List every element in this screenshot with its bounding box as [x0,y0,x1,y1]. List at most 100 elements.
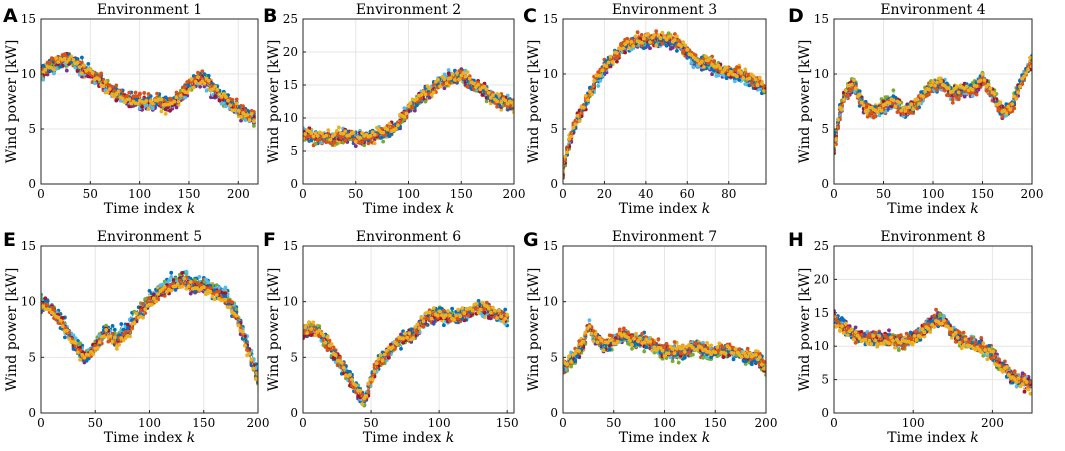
data-point [484,87,489,92]
data-point [873,114,878,119]
data-point [1004,111,1009,116]
data-point [343,129,348,134]
data-point [115,347,119,351]
data-point [974,84,979,88]
panel-letter: E [3,229,16,251]
data-point [935,80,939,85]
data-point [247,118,252,123]
x-tick-label: 50 [83,187,98,201]
series-line [563,34,765,176]
data-point [360,140,364,145]
data-point [178,93,183,98]
data-point [909,102,914,107]
data-point [1010,102,1015,106]
data-point [159,109,164,114]
data-point [510,100,514,105]
data-point [899,108,904,113]
data-point [875,110,880,115]
data-point [351,130,356,135]
x-axis-label-var: k [187,201,195,217]
data-point [193,79,198,84]
data-point [116,89,121,94]
data-point [324,140,329,145]
data-point [167,278,171,283]
data-point [675,49,679,53]
data-point [200,69,205,74]
data-point [565,147,569,152]
data-point [56,60,61,64]
data-point [146,106,151,111]
data-point [849,82,854,87]
data-point [368,133,373,138]
data-point [125,322,130,327]
data-point [673,38,677,42]
data-point [937,76,941,81]
data-point [150,106,155,111]
data-point [114,92,119,96]
data-point [112,94,116,99]
data-point [836,126,840,131]
data-point [143,297,148,301]
data-point [438,84,442,89]
data-point [577,119,582,123]
data-point [575,113,580,118]
data-point [939,79,943,84]
series-line [563,30,765,178]
y-tick-label: 15 [283,78,298,92]
data-point [724,65,729,70]
x-tick-label: 150 [178,187,201,201]
data-point [710,72,714,77]
data-point [668,34,673,39]
data-point [463,74,468,79]
data-point [737,65,741,70]
data-point [114,83,119,88]
data-layer [303,67,514,149]
data-point [762,89,766,93]
data-point [193,289,198,294]
data-point [353,139,358,144]
data-point [699,59,704,64]
data-point [950,97,955,102]
data-point [998,100,1003,104]
data-point [927,87,931,92]
data-point [652,33,656,37]
data-point [90,70,95,75]
panel-letter: B [263,5,277,27]
data-point [610,60,615,65]
data-point [219,94,224,99]
data-point [92,81,97,86]
x-tick-label: 200 [227,187,250,201]
series-line [41,59,255,123]
data-point [217,98,222,103]
y-axis-label: Wind power [kW] [266,40,282,164]
data-point [897,100,902,105]
data-point [503,98,508,103]
data-point [656,33,661,37]
data-point [606,60,611,65]
data-point [753,77,758,82]
data-point [224,104,228,108]
data-point [62,52,67,56]
data-point [232,108,237,113]
data-point [41,63,46,68]
data-point [393,126,398,131]
y-tick-label: 0 [28,177,36,191]
data-point [950,89,955,94]
data-point [739,71,743,75]
data-point [213,84,218,89]
data-point [956,90,961,95]
data-point [689,60,694,65]
data-point [176,99,181,104]
data-point [625,40,630,44]
x-tick-label: 200 [503,187,526,201]
data-point [360,131,364,135]
data-point [406,104,411,108]
data-point [105,90,110,95]
data-point [834,137,838,142]
data-point [499,100,504,104]
data-point [252,119,256,123]
series-line [563,35,765,178]
data-point [125,326,130,330]
data-point [639,40,644,45]
data-point [675,34,679,39]
